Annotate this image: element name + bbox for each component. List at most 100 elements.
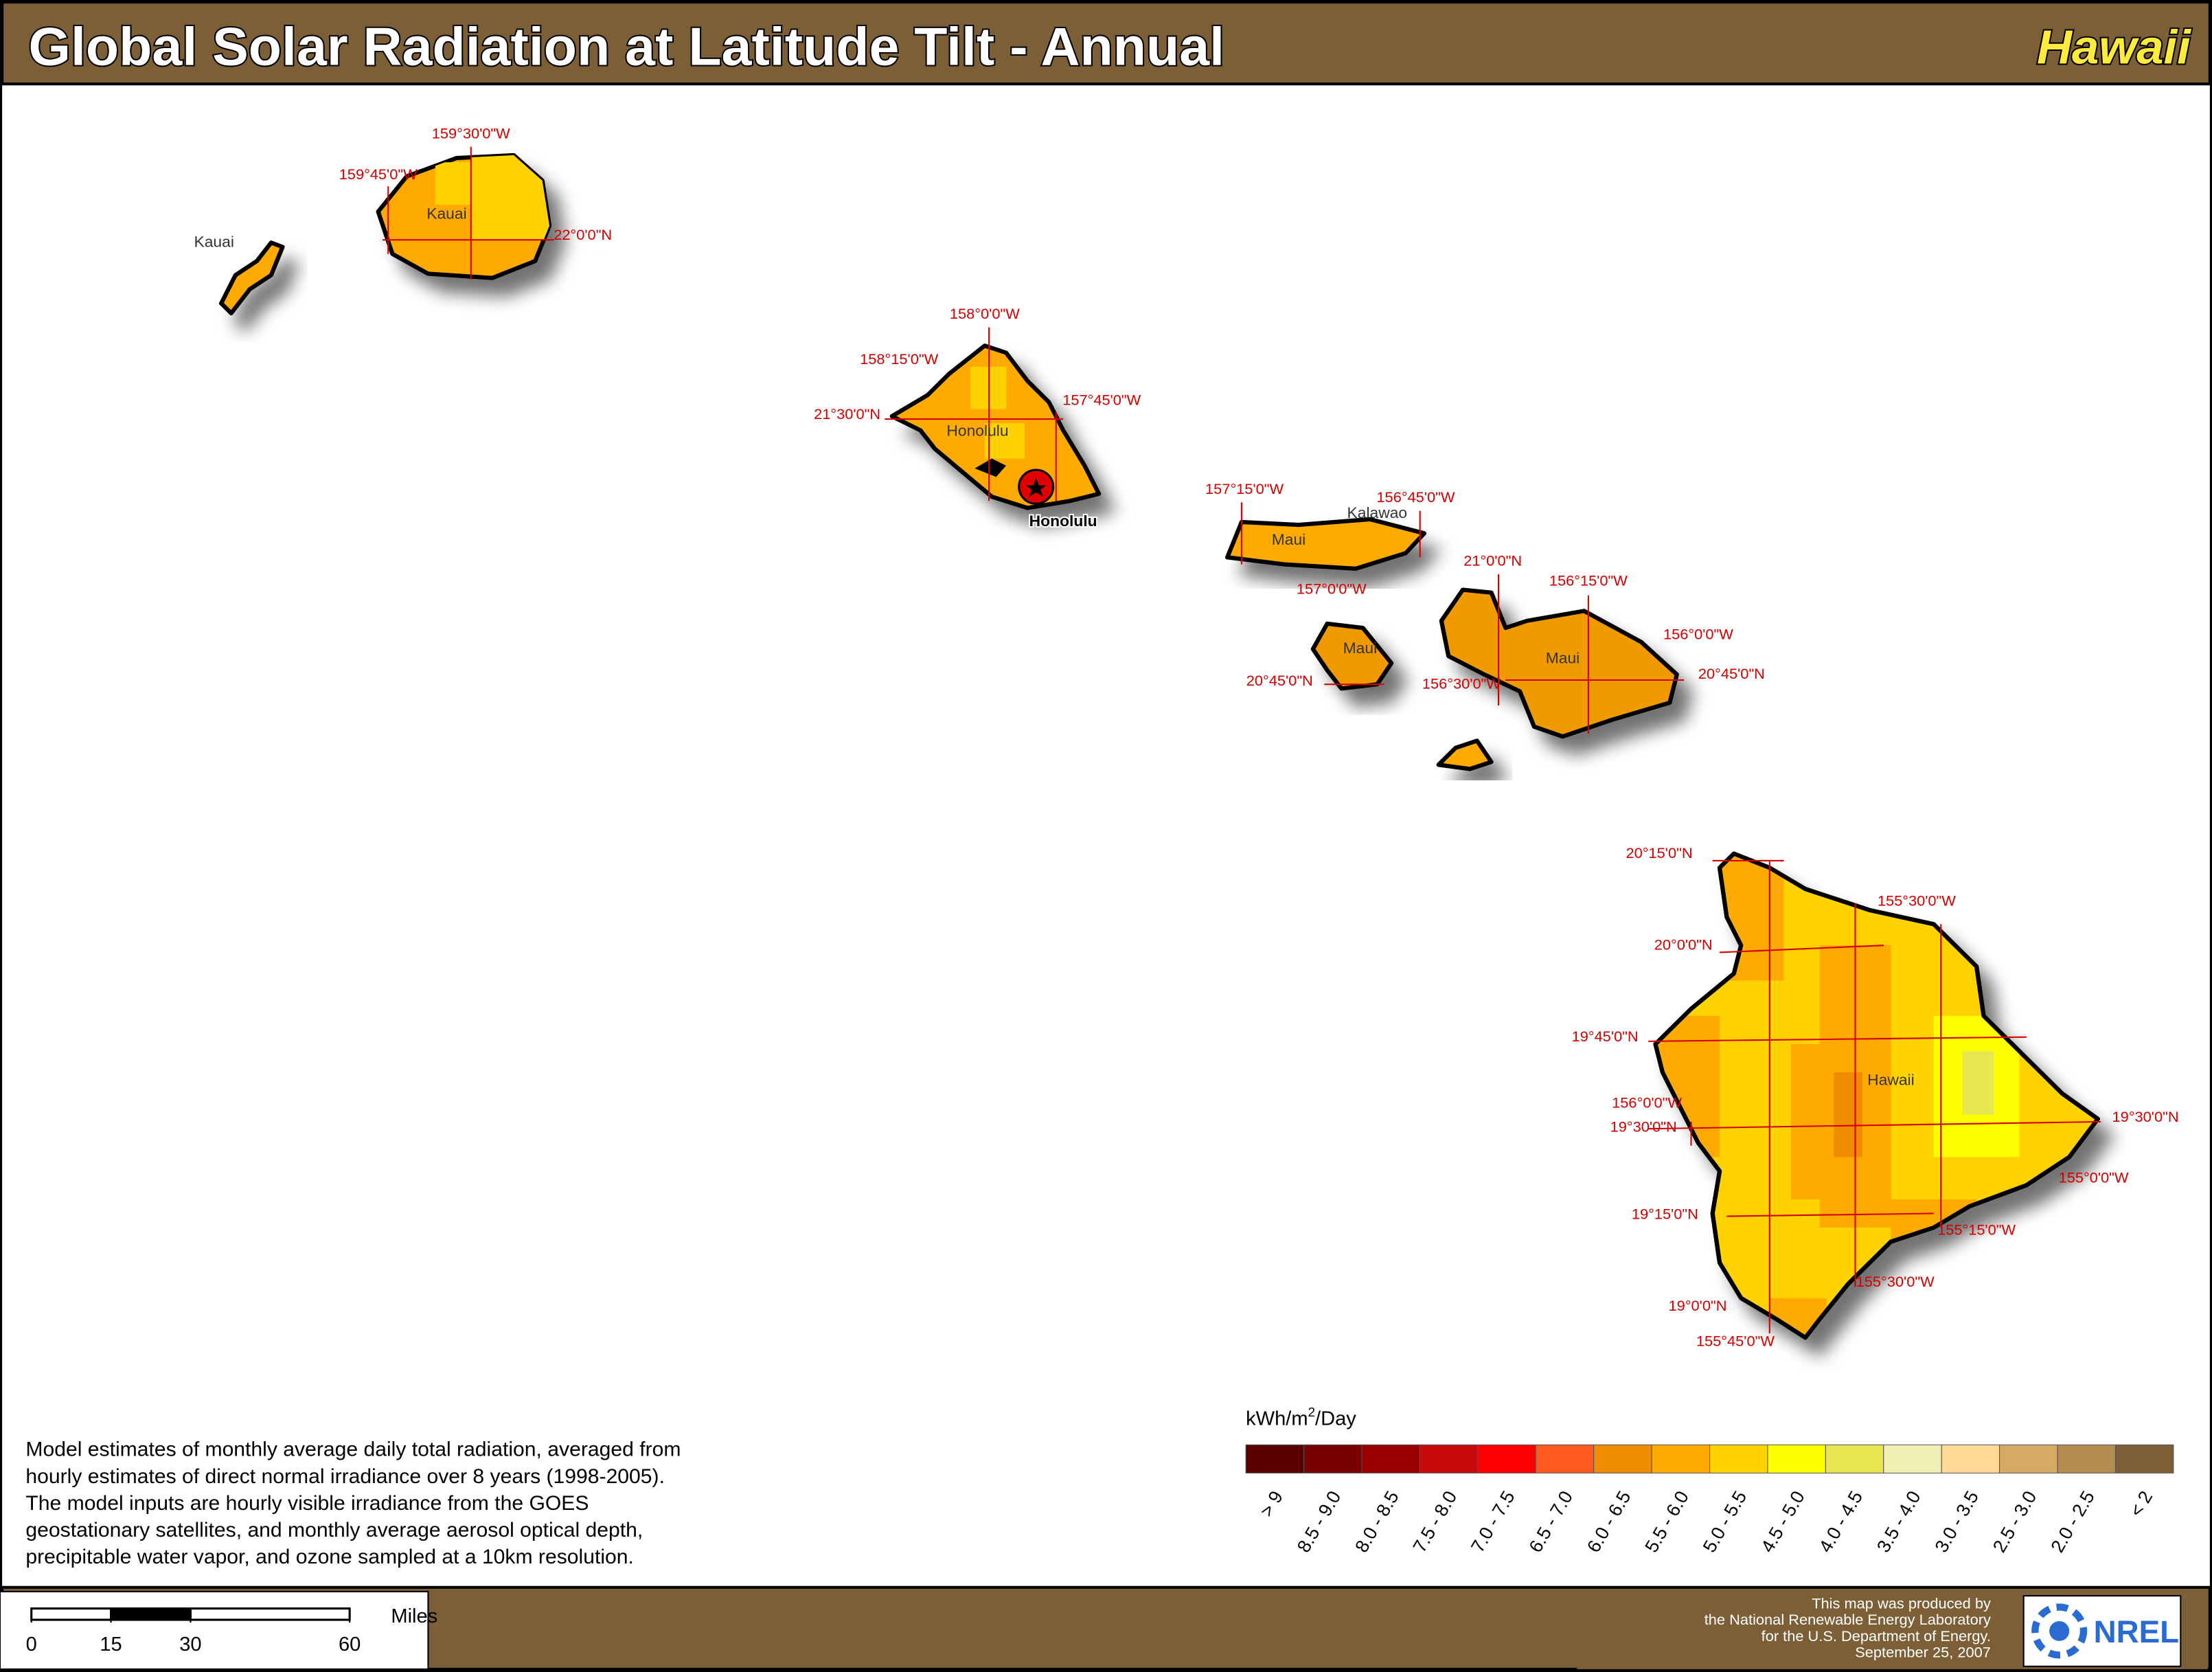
logo-text: NREL bbox=[2094, 1614, 2179, 1649]
place-label: Maui bbox=[1272, 530, 1306, 548]
map-title: Global Solar Radiation at Latitude Tilt … bbox=[29, 16, 1225, 76]
honolulu-marker: Honolulu bbox=[1018, 468, 1099, 531]
graticule-label: 159°30'0"W bbox=[432, 124, 511, 142]
cell bbox=[1790, 1043, 1820, 1199]
graticule-label: 21°30'0"N bbox=[814, 405, 880, 422]
place-label: Maui bbox=[1343, 639, 1378, 657]
description-line: The model inputs are hourly visible irra… bbox=[25, 1492, 589, 1515]
scale-unit: Miles bbox=[391, 1605, 437, 1627]
description-line: hourly estimates of direct normal irradi… bbox=[25, 1465, 665, 1488]
graticule-label: 158°15'0"W bbox=[860, 350, 939, 368]
graticule-label: 155°15'0"W bbox=[1937, 1221, 2016, 1238]
legend-swatch bbox=[1767, 1444, 1826, 1473]
cell bbox=[1962, 1051, 1994, 1115]
scale-tick-label: 15 bbox=[100, 1634, 122, 1656]
legend-swatch bbox=[1941, 1444, 2000, 1473]
big-island-outline bbox=[1653, 851, 2100, 1340]
legend-swatch bbox=[1419, 1444, 1479, 1473]
scale-tick-label: 60 bbox=[339, 1634, 361, 1656]
scale-segment bbox=[110, 1607, 192, 1621]
molokai bbox=[1225, 517, 1427, 571]
graticule-label: 156°15'0"W bbox=[1549, 572, 1628, 589]
graticule-line bbox=[1726, 1212, 1934, 1217]
description-line: precipitable water vapor, and ozone samp… bbox=[25, 1546, 633, 1568]
cell bbox=[1834, 1072, 1862, 1157]
graticule-label: 19°30'0"N bbox=[1610, 1118, 1677, 1135]
scale-tick-label: 0 bbox=[26, 1634, 37, 1656]
place-label: Hawaii bbox=[1867, 1071, 1915, 1089]
legend-unit: kWh/m2/Day bbox=[1246, 1405, 1356, 1430]
legend-swatch bbox=[1999, 1444, 2058, 1473]
niihau bbox=[218, 240, 285, 316]
emblem-core bbox=[2049, 1621, 2070, 1641]
description-line: geostationary satellites, and monthly av… bbox=[25, 1519, 643, 1541]
credit-line: for the U.S. Department of Energy. bbox=[1761, 1627, 1991, 1645]
graticule-label: 20°0'0"N bbox=[1654, 936, 1713, 953]
legend-unit-part: /Day bbox=[1315, 1408, 1356, 1430]
emblem-ring bbox=[2031, 1603, 2088, 1659]
legend-swatch bbox=[2057, 1444, 2116, 1473]
legend-unit-part: kWh/m bbox=[1246, 1408, 1308, 1430]
scale-box bbox=[0, 1590, 429, 1670]
kahoolawe bbox=[1436, 738, 1494, 771]
legend-swatch bbox=[1477, 1444, 1536, 1473]
legend-swatch bbox=[1825, 1444, 1884, 1473]
legend-swatch bbox=[1245, 1444, 1305, 1473]
region-name: Hawaii bbox=[2037, 20, 2191, 74]
pearl-harbor bbox=[974, 458, 1007, 477]
scale-segment bbox=[189, 1607, 351, 1621]
graticule-label: 156°45'0"W bbox=[1376, 488, 1455, 506]
graticule-label: 155°0'0"W bbox=[2059, 1168, 2129, 1186]
graticule-label: 156°0'0"W bbox=[1612, 1094, 1682, 1111]
graticule-label: 157°45'0"W bbox=[1062, 392, 1141, 409]
place-label: Honolulu bbox=[946, 422, 1008, 440]
legend-swatch bbox=[1651, 1444, 1711, 1473]
city-label: Honolulu bbox=[1029, 512, 1097, 530]
legend-unit-part: 2 bbox=[1308, 1405, 1315, 1419]
legend-swatch bbox=[1709, 1444, 1768, 1473]
cell bbox=[435, 162, 471, 205]
graticule-label: 155°45'0"W bbox=[1696, 1333, 1775, 1350]
lanai bbox=[1310, 621, 1394, 691]
graticule-label: 22°0'0"N bbox=[554, 226, 612, 243]
legend-swatch bbox=[1303, 1444, 1362, 1473]
credit-line: This map was produced by bbox=[1812, 1595, 1991, 1612]
graticule bbox=[382, 146, 2101, 1334]
place-label: Kauai bbox=[426, 204, 466, 222]
graticule-label: 155°30'0"W bbox=[1856, 1273, 1935, 1290]
graticule-line bbox=[1648, 1120, 2101, 1130]
place-label: Maui bbox=[1546, 649, 1580, 667]
graticule-label: 19°0'0"N bbox=[1669, 1297, 1727, 1314]
place-label: Kauai bbox=[194, 233, 233, 251]
credit-line: September 25, 2007 bbox=[1855, 1644, 1991, 1661]
graticule-line bbox=[1648, 1036, 2027, 1042]
legend-swatch bbox=[1361, 1444, 1420, 1473]
scale-tick-label: 30 bbox=[179, 1634, 201, 1656]
graticule-label: 156°0'0"W bbox=[1663, 626, 1733, 643]
graticule-label: 155°30'0"W bbox=[1878, 892, 1957, 910]
legend-swatch bbox=[1593, 1444, 1652, 1473]
credit-line: the National Renewable Energy Laboratory bbox=[1704, 1611, 1991, 1628]
nrel-emblem bbox=[2031, 1603, 2088, 1659]
description-line: Model estimates of monthly average daily… bbox=[25, 1438, 681, 1461]
graticule-label: 20°15'0"N bbox=[1626, 844, 1693, 861]
graticule-label: 19°30'0"N bbox=[2112, 1108, 2179, 1125]
graticule-label: 158°0'0"W bbox=[950, 305, 1020, 322]
graticule-label: 20°45'0"N bbox=[1246, 672, 1313, 689]
graticule-label: 157°0'0"W bbox=[1297, 580, 1367, 598]
graticule-label: 20°45'0"N bbox=[1698, 665, 1765, 682]
cell bbox=[984, 423, 1025, 459]
legend-swatch bbox=[1883, 1444, 1942, 1473]
capital-star bbox=[1026, 478, 1047, 497]
graticule-line bbox=[1720, 945, 1884, 953]
legend-swatch bbox=[2114, 1444, 2174, 1473]
scale-segment bbox=[30, 1607, 113, 1621]
graticule-label: 159°45'0"W bbox=[339, 166, 418, 183]
graticule-label: 156°30'0"W bbox=[1422, 675, 1501, 692]
graticule-label: 21°0'0"N bbox=[1463, 552, 1522, 569]
graticule-label: 157°15'0"W bbox=[1205, 480, 1284, 497]
legend-swatch bbox=[1535, 1444, 1595, 1473]
place-label: Kalawao bbox=[1347, 504, 1408, 521]
